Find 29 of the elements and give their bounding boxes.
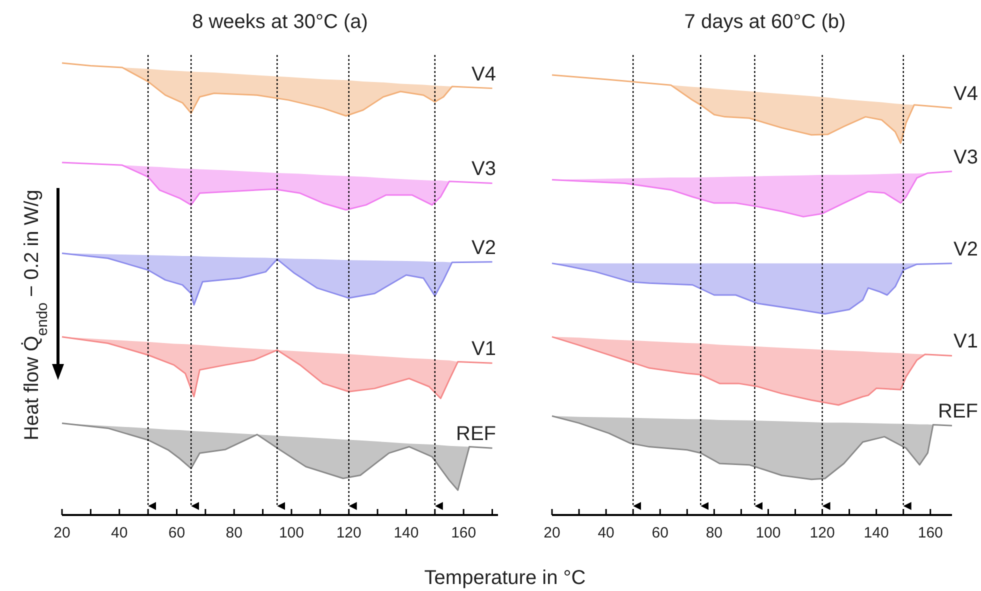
x-tick-label: 140: [394, 524, 419, 542]
series-label: V2: [954, 238, 978, 260]
chart-title: 8 weeks at 30°C (a): [192, 11, 368, 33]
x-tick-label: 60: [168, 524, 186, 542]
x-tick-label: 80: [226, 524, 242, 542]
x-tick-label: 60: [652, 524, 668, 542]
series-label: V1: [472, 338, 496, 360]
series-label: V4: [472, 63, 496, 86]
series-label: REF: [456, 423, 496, 446]
series-label: V3: [954, 146, 978, 168]
series-label: V3: [472, 158, 496, 180]
x-tick-label: 40: [111, 524, 128, 542]
x-tick-label: 160: [451, 524, 476, 542]
x-tick-label: 120: [810, 524, 835, 542]
x-tick-label: 100: [278, 524, 304, 542]
series-label: V2: [472, 236, 496, 259]
x-tick-label: 160: [918, 524, 943, 542]
series-label: V1: [954, 330, 978, 353]
x-tick-label: 140: [864, 524, 889, 542]
x-tick-label: 40: [598, 524, 614, 542]
x-tick-label: 100: [756, 524, 781, 542]
x-tick-label: 80: [706, 524, 723, 542]
chart-title: 7 days at 60°C (b): [684, 11, 846, 33]
x-tick-label: 20: [544, 524, 560, 542]
series-label: V4: [954, 83, 978, 105]
x-tick-label: 120: [336, 524, 362, 542]
series-label: REF: [938, 400, 978, 423]
x-tick-label: 20: [54, 524, 70, 542]
x-axis-title: Temperature in °C: [424, 567, 586, 589]
